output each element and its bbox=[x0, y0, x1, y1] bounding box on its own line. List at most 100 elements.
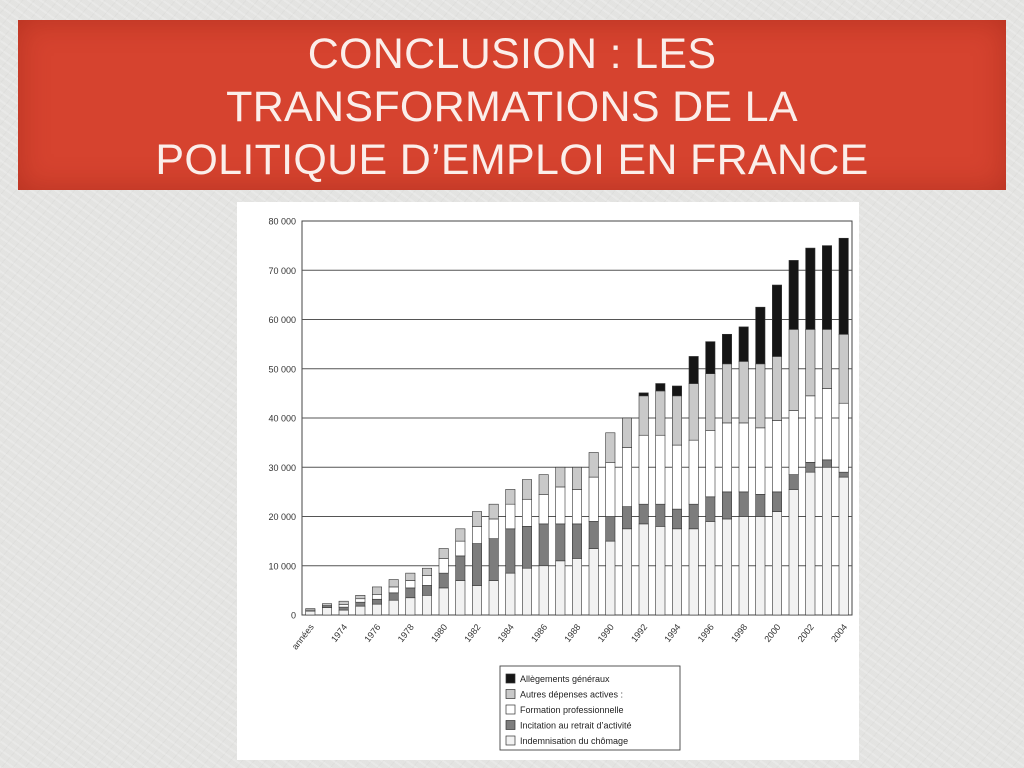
bar-segment bbox=[605, 462, 616, 517]
bar-segment bbox=[638, 503, 649, 525]
bar-segment bbox=[638, 395, 649, 436]
bar-segment bbox=[388, 579, 399, 588]
bar-segment bbox=[422, 594, 432, 616]
bar-segment bbox=[422, 567, 432, 576]
bar-segment bbox=[838, 237, 849, 335]
bar-segment bbox=[622, 417, 632, 448]
bar-segment bbox=[805, 462, 816, 473]
bar-segment bbox=[655, 383, 666, 392]
legend-swatch bbox=[505, 735, 516, 746]
bar-segment bbox=[788, 329, 799, 411]
bar-segment bbox=[722, 491, 732, 520]
legend-swatch bbox=[505, 704, 516, 715]
bar-segment bbox=[755, 306, 766, 365]
bar-segment bbox=[805, 329, 816, 397]
bar-segment bbox=[372, 586, 382, 595]
x-tick-label: 1986 bbox=[529, 622, 549, 644]
bar-segment bbox=[705, 521, 716, 616]
bar-segment bbox=[322, 607, 332, 616]
bar-segment bbox=[755, 494, 766, 517]
y-tick-label: 50 000 bbox=[268, 364, 296, 374]
bar-segment bbox=[655, 526, 666, 616]
x-tick-label: 1978 bbox=[396, 622, 416, 644]
stacked-bar-chart: 0 10 000 20 000 30 000 40 000 50 000 60 000 70 … bbox=[268, 217, 853, 751]
bar-segment bbox=[788, 489, 799, 616]
bar-segment bbox=[822, 329, 832, 389]
bar-segment bbox=[372, 598, 382, 605]
x-tick-label: 2004 bbox=[829, 622, 849, 644]
bar-segment bbox=[722, 518, 732, 616]
slide-title-line-3: POLITIQUE D’EMPLOI EN FRANCE bbox=[155, 136, 869, 184]
bar-segment bbox=[838, 471, 849, 478]
legend-swatch bbox=[505, 689, 516, 699]
bar-segment bbox=[372, 603, 382, 616]
bar-segment bbox=[722, 422, 732, 493]
bar-segment bbox=[322, 603, 332, 606]
bar-segment bbox=[605, 540, 616, 616]
legend-swatch bbox=[505, 673, 516, 684]
bar-segment bbox=[555, 466, 566, 488]
bar-segment bbox=[505, 503, 516, 530]
bar-segment bbox=[755, 427, 766, 495]
bar-segment bbox=[738, 361, 749, 424]
x-tick-label: 2000 bbox=[762, 622, 782, 644]
slide-title-line-1: CONCLUSION : LES bbox=[307, 30, 717, 78]
bar-segment bbox=[355, 598, 366, 603]
bar-segment bbox=[588, 452, 599, 478]
x-tick-label: 1980 bbox=[429, 622, 449, 644]
bar-segment bbox=[422, 585, 432, 596]
bar-segment bbox=[772, 491, 782, 512]
bar-segment bbox=[688, 356, 699, 384]
bar-segment bbox=[338, 600, 349, 605]
x-tick-label: 1990 bbox=[596, 622, 616, 644]
slide-title-line-2: TRANSFORMATIONS DE LA bbox=[226, 83, 798, 131]
bar-segment bbox=[472, 526, 482, 544]
bar-segment bbox=[638, 434, 649, 505]
bar-segment bbox=[688, 503, 699, 530]
bar-segment bbox=[405, 580, 416, 589]
bar-segment bbox=[672, 395, 682, 446]
legend-label: Allègements généraux bbox=[520, 674, 610, 684]
bar-segment bbox=[388, 592, 399, 601]
bar-segment bbox=[522, 526, 532, 569]
y-tick-label: 40 000 bbox=[268, 414, 296, 424]
bar-segment bbox=[838, 333, 849, 404]
legend-swatch bbox=[505, 720, 516, 730]
bar-segment bbox=[388, 599, 399, 616]
bar-segment bbox=[538, 494, 549, 525]
bar-segment bbox=[672, 508, 682, 530]
bar-segment bbox=[455, 555, 466, 581]
y-tick-label: 20 000 bbox=[268, 512, 296, 522]
bar-segment bbox=[438, 558, 449, 574]
bar-segment bbox=[538, 523, 549, 567]
bar-segment bbox=[672, 385, 682, 397]
bar-segment bbox=[638, 392, 649, 397]
bar-segment bbox=[688, 383, 699, 441]
bar-segment bbox=[538, 565, 549, 616]
bar-segment bbox=[805, 395, 816, 463]
chart-panel: 0 10 000 20 000 30 000 40 000 50 000 60 000 70 … bbox=[237, 202, 859, 760]
slide-title: CONCLUSION : LES TRANSFORMATIONS DE LA P… bbox=[0, 20, 1024, 195]
bar-segment bbox=[455, 540, 466, 557]
x-tick-label: 1992 bbox=[629, 622, 649, 644]
bar-segment bbox=[805, 471, 816, 616]
bar-segment bbox=[555, 486, 566, 525]
bar-segment bbox=[538, 474, 549, 495]
bar-segment bbox=[738, 491, 749, 517]
bar-segment bbox=[405, 587, 416, 599]
bar-segment bbox=[505, 489, 516, 505]
legend-label: Formation professionnelle bbox=[520, 705, 624, 715]
bar-segment bbox=[622, 528, 632, 616]
x-tick-label: 1988 bbox=[562, 622, 582, 644]
bar-segment bbox=[705, 496, 716, 522]
legend-label: Autres dépenses actives : bbox=[520, 690, 623, 700]
bar-segment bbox=[722, 363, 732, 424]
bar-segment bbox=[688, 439, 699, 505]
bar-segment bbox=[472, 543, 482, 586]
bar-segment bbox=[705, 430, 716, 498]
bar-segment bbox=[655, 434, 666, 505]
bar-segment bbox=[472, 585, 482, 616]
bar-segment bbox=[405, 597, 416, 616]
bar-segment bbox=[805, 247, 816, 330]
bar-segment bbox=[572, 466, 582, 490]
